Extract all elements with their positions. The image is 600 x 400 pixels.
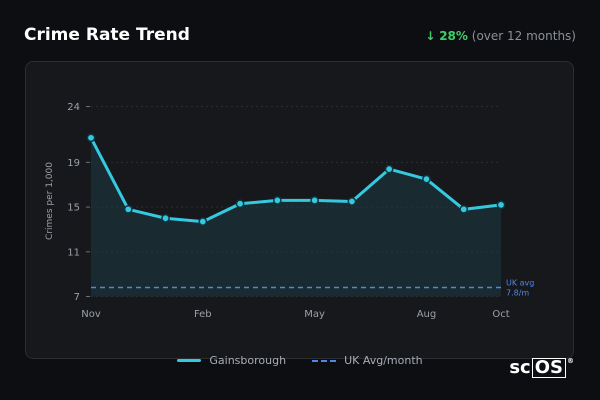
y-tick-label: 11 [67, 247, 80, 258]
legend-item-series[interactable]: Gainsborough [177, 354, 286, 367]
logo-text-a: sc [509, 357, 531, 378]
data-point[interactable] [310, 196, 319, 205]
data-point[interactable] [273, 196, 282, 205]
trend-change: ↓ 28% (over 12 months) [425, 29, 576, 43]
x-tick-label: Nov [81, 309, 101, 320]
data-point[interactable] [347, 197, 357, 206]
data-point[interactable] [123, 204, 133, 214]
uk-avg-value-label: 7.8/m [506, 289, 529, 298]
logo-registered-mark: ® [567, 356, 574, 365]
x-tick-label: Aug [417, 309, 437, 320]
data-point[interactable] [459, 204, 469, 214]
legend-label-series: Gainsborough [209, 354, 287, 367]
y-tick-label: 15 [67, 203, 80, 214]
x-tick-label: Oct [492, 309, 509, 320]
legend-label-avg: UK Avg/month [344, 354, 423, 367]
legend-swatch-solid [177, 359, 202, 362]
legend-item-avg[interactable]: UK Avg/month [312, 354, 423, 367]
brand-logo: sc OS ® [509, 356, 574, 379]
y-tick-label: 7 [74, 292, 80, 303]
change-period: (over 12 months) [471, 29, 576, 43]
data-point[interactable] [422, 174, 431, 184]
legend-swatch-dashed [312, 359, 337, 362]
y-axis-label: Crimes per 1,000 [45, 162, 55, 240]
x-tick-label: May [304, 309, 325, 320]
y-tick-label: 24 [67, 102, 80, 113]
down-arrow-icon: ↓ [425, 29, 436, 43]
x-tick-label: Feb [194, 309, 212, 320]
data-point[interactable] [384, 164, 394, 174]
logo-text-b: OS [531, 357, 566, 378]
data-point[interactable] [86, 133, 96, 143]
chart-legend: Gainsborough UK Avg/month [0, 354, 600, 367]
page-title: Crime Rate Trend [24, 25, 190, 45]
y-tick-label: 19 [67, 158, 80, 169]
data-point[interactable] [198, 217, 208, 226]
change-value: 28% [439, 29, 468, 43]
data-point[interactable] [161, 213, 170, 223]
data-point[interactable] [235, 199, 245, 209]
uk-avg-label: UK avg [506, 279, 534, 288]
series-line-gainsborough [89, 137, 502, 224]
data-point[interactable] [496, 200, 506, 210]
series-area [91, 137, 501, 297]
